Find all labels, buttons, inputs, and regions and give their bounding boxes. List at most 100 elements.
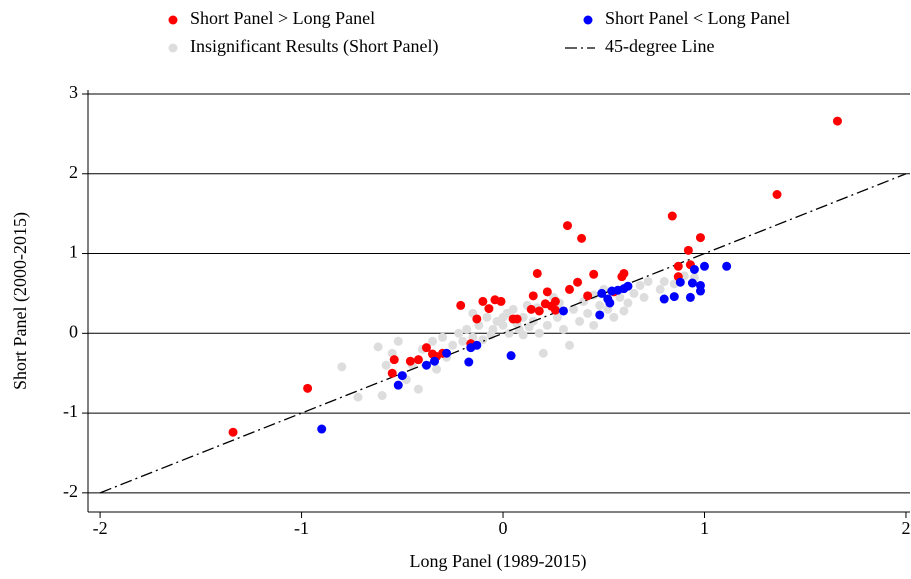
point — [669, 292, 679, 302]
legend-label: Short Panel < Long Panel — [605, 8, 790, 28]
point — [619, 306, 629, 316]
point — [421, 343, 431, 353]
point — [589, 269, 599, 279]
point — [456, 300, 466, 310]
legend-swatch — [583, 15, 593, 25]
point — [597, 288, 607, 298]
point — [337, 362, 347, 372]
point — [373, 342, 383, 352]
point — [393, 380, 403, 390]
point — [583, 291, 593, 301]
legend-label: Short Panel > Long Panel — [190, 8, 375, 28]
point — [659, 294, 669, 304]
point — [565, 284, 575, 294]
point — [589, 320, 599, 330]
point — [421, 360, 431, 370]
point — [552, 312, 562, 322]
point — [389, 355, 399, 365]
y-tick-label: 3 — [69, 82, 78, 102]
point — [498, 312, 508, 322]
point — [228, 427, 238, 437]
point — [387, 368, 397, 378]
point — [639, 292, 649, 302]
point — [462, 324, 472, 334]
point — [558, 306, 568, 316]
point — [615, 292, 625, 302]
point — [532, 268, 542, 278]
point — [428, 336, 438, 346]
legend-label: 45-degree Line — [605, 36, 714, 56]
point — [377, 391, 387, 401]
point — [504, 328, 514, 338]
legend-swatch — [168, 43, 178, 53]
point — [687, 278, 697, 288]
point — [573, 277, 583, 287]
point — [448, 340, 458, 350]
legend-label: Insignificant Results (Short Panel) — [190, 36, 438, 57]
point — [689, 264, 699, 274]
point — [635, 280, 645, 290]
point — [832, 116, 842, 126]
point — [353, 392, 363, 402]
point — [478, 296, 488, 306]
point — [538, 348, 548, 358]
point — [534, 328, 544, 338]
point — [381, 360, 391, 370]
x-tick-label: 0 — [499, 518, 508, 538]
point — [454, 328, 464, 338]
point — [472, 314, 482, 324]
point — [442, 348, 452, 358]
point — [542, 320, 552, 330]
y-tick-label: 0 — [69, 321, 78, 341]
point — [667, 211, 677, 221]
point — [303, 383, 313, 393]
x-tick-label: 1 — [700, 518, 709, 538]
y-tick-label: 1 — [69, 242, 78, 262]
point — [528, 291, 538, 301]
point — [413, 384, 423, 394]
point — [496, 296, 506, 306]
point — [558, 324, 568, 334]
point — [605, 298, 615, 308]
y-tick-label: 2 — [69, 162, 78, 182]
x-axis-label: Long Panel (1989-2015) — [410, 551, 587, 572]
point — [542, 287, 552, 297]
point — [413, 355, 423, 365]
x-tick-label: -2 — [93, 518, 108, 538]
point — [623, 281, 633, 291]
point — [629, 288, 639, 298]
point — [458, 336, 468, 346]
point — [695, 233, 705, 243]
x-tick-label: 2 — [901, 518, 910, 538]
point — [317, 424, 327, 434]
point — [643, 276, 653, 286]
point — [595, 300, 605, 310]
point — [565, 340, 575, 350]
point — [405, 356, 415, 366]
point — [464, 357, 474, 367]
point — [534, 306, 544, 316]
y-tick-label: -2 — [63, 481, 78, 501]
point — [550, 305, 560, 315]
point — [518, 330, 528, 340]
point — [569, 304, 579, 314]
point — [683, 245, 693, 255]
y-tick-label: -1 — [63, 401, 78, 421]
point — [393, 336, 403, 346]
point — [722, 261, 732, 271]
point — [772, 190, 782, 200]
point — [397, 371, 407, 381]
legend-swatch — [168, 15, 178, 25]
point — [438, 332, 448, 342]
point — [526, 304, 536, 314]
point — [673, 261, 683, 271]
point — [508, 304, 518, 314]
point — [659, 276, 669, 286]
point — [700, 261, 709, 271]
point — [685, 292, 695, 302]
point — [506, 351, 516, 361]
point — [472, 340, 482, 350]
point — [623, 298, 633, 308]
point — [484, 304, 494, 314]
